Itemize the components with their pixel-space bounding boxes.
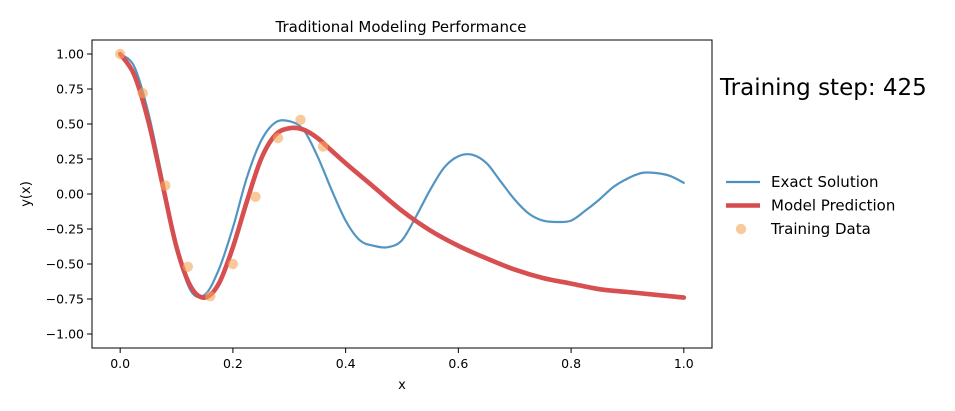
- y-tick-label: 0.50: [56, 117, 84, 132]
- model-prediction-line: [117, 51, 687, 300]
- training-data-point: [182, 261, 194, 272]
- training-data-point: [137, 88, 148, 99]
- legend-exact-solution-label: Exact Solution: [771, 173, 879, 191]
- plot-frame: [91, 39, 713, 349]
- y-tick-label: 1.00: [56, 47, 84, 62]
- training-data-point: [114, 48, 126, 60]
- training-step-annotation: Training step: 425: [719, 75, 927, 101]
- chart-title: Traditional Modeling Performance: [275, 18, 527, 36]
- training-data-point: [272, 132, 284, 144]
- x-tick-label: 0.2: [223, 356, 243, 371]
- x-tick-label: 1.0: [674, 356, 694, 371]
- y-axis-label: y(x): [19, 181, 34, 207]
- exact-solution-line: [119, 52, 685, 299]
- x-axis-label: x: [398, 378, 406, 393]
- y-tick-label: −1.00: [46, 327, 84, 342]
- x-tick-label: 0.8: [561, 356, 581, 371]
- y-tick-label: −0.75: [46, 292, 84, 307]
- training-data-point: [160, 180, 171, 191]
- training-data-point: [295, 114, 306, 126]
- training-data-point: [317, 141, 329, 152]
- x-tick-label: 0.0: [110, 356, 130, 371]
- y-tick-label: 0.75: [56, 82, 84, 97]
- x-tick-label: 0.4: [336, 356, 356, 371]
- y-tick-label: 0.25: [56, 152, 84, 167]
- training-data-point: [250, 191, 261, 202]
- legend-training-data-label: Training Data: [770, 220, 871, 238]
- y-tick-label: −0.25: [46, 222, 84, 237]
- y-tick-label: −0.50: [46, 257, 84, 272]
- training-data-point: [227, 258, 239, 270]
- y-tick-label: 0.00: [56, 187, 84, 202]
- legend-model-prediction-label: Model Prediction: [771, 197, 895, 215]
- legend: Exact Solution Model Prediction Training D…: [726, 173, 895, 238]
- training-data-point: [205, 291, 216, 302]
- x-tick-label: 0.6: [448, 356, 468, 371]
- legend-training-data-swatch: [735, 223, 747, 235]
